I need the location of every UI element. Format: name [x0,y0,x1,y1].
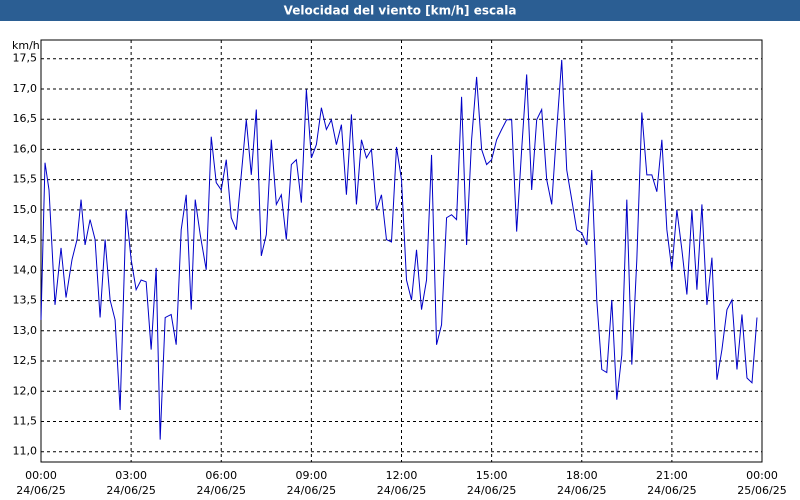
y-tick-label: 12,0 [13,384,38,397]
y-tick-label: 11,5 [13,414,38,427]
x-tick-date: 24/06/25 [467,484,516,497]
y-tick-label: 14,0 [13,263,38,276]
x-tick-date: 24/06/25 [647,484,696,497]
y-tick-label: 14,5 [13,233,38,246]
y-tick-label: 17,5 [13,52,38,65]
x-tick-date: 24/06/25 [106,484,155,497]
title-bar [0,0,800,21]
y-tick-label: 15,5 [13,173,38,186]
y-tick-label: 16,0 [13,142,38,155]
x-tick-date: 25/06/25 [737,484,786,497]
x-tick-label: 00:00 [746,469,778,482]
y-tick-label: 12,5 [13,354,38,367]
x-tick-label: 00:00 [25,469,57,482]
x-tick-date: 24/06/25 [377,484,426,497]
series-line [40,59,758,440]
y-axis-label: km/h [12,39,40,52]
y-tick-label: 15,0 [13,203,38,216]
x-tick-date: 24/06/25 [287,484,336,497]
x-tick-label: 18:00 [566,469,598,482]
x-tick-label: 03:00 [115,469,147,482]
y-tick-label: 13,0 [13,324,38,337]
y-tick-label: 13,5 [13,294,38,307]
x-tick-label: 09:00 [296,469,328,482]
x-tick-label: 15:00 [476,469,508,482]
y-tick-label: 17,0 [13,82,38,95]
x-tick-label: 21:00 [656,469,688,482]
x-tick-date: 24/06/25 [197,484,246,497]
y-tick-label: 11,0 [13,445,38,458]
x-tick-date: 24/06/25 [16,484,65,497]
y-tick-label: 16,5 [13,112,38,125]
x-tick-label: 12:00 [386,469,418,482]
x-tick-date: 24/06/25 [557,484,606,497]
chart-title: Velocidad del viento [km/h] escala [284,4,517,18]
x-tick-label: 06:00 [205,469,237,482]
